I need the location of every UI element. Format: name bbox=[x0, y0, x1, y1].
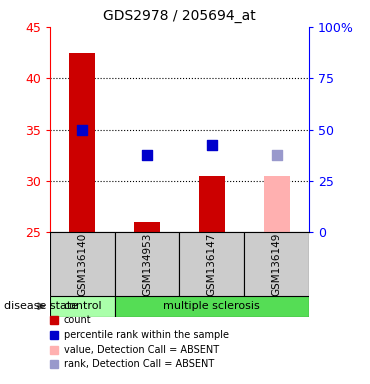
Text: count: count bbox=[64, 315, 91, 325]
Bar bbox=[70, 53, 95, 232]
Bar bbox=[244, 232, 309, 296]
Text: control: control bbox=[63, 301, 102, 311]
Text: GSM136140: GSM136140 bbox=[77, 232, 87, 296]
Text: percentile rank within the sample: percentile rank within the sample bbox=[64, 330, 229, 340]
Text: GSM136147: GSM136147 bbox=[207, 232, 217, 296]
Text: value, Detection Call = ABSENT: value, Detection Call = ABSENT bbox=[64, 344, 219, 354]
Bar bbox=[115, 232, 179, 296]
Text: GSM134953: GSM134953 bbox=[142, 232, 152, 296]
Text: multiple sclerosis: multiple sclerosis bbox=[164, 301, 260, 311]
Title: GDS2978 / 205694_at: GDS2978 / 205694_at bbox=[103, 9, 256, 23]
Bar bbox=[134, 222, 160, 232]
Point bbox=[209, 142, 215, 148]
Text: disease state: disease state bbox=[4, 301, 78, 311]
Bar bbox=[115, 296, 309, 317]
Point bbox=[80, 127, 85, 133]
Point bbox=[274, 152, 280, 158]
Text: rank, Detection Call = ABSENT: rank, Detection Call = ABSENT bbox=[64, 359, 214, 369]
Bar bbox=[50, 296, 115, 317]
Bar bbox=[199, 176, 225, 232]
Bar bbox=[264, 176, 290, 232]
Point bbox=[144, 152, 150, 158]
Bar bbox=[50, 232, 115, 296]
Text: GSM136149: GSM136149 bbox=[272, 232, 282, 296]
Bar bbox=[179, 232, 244, 296]
